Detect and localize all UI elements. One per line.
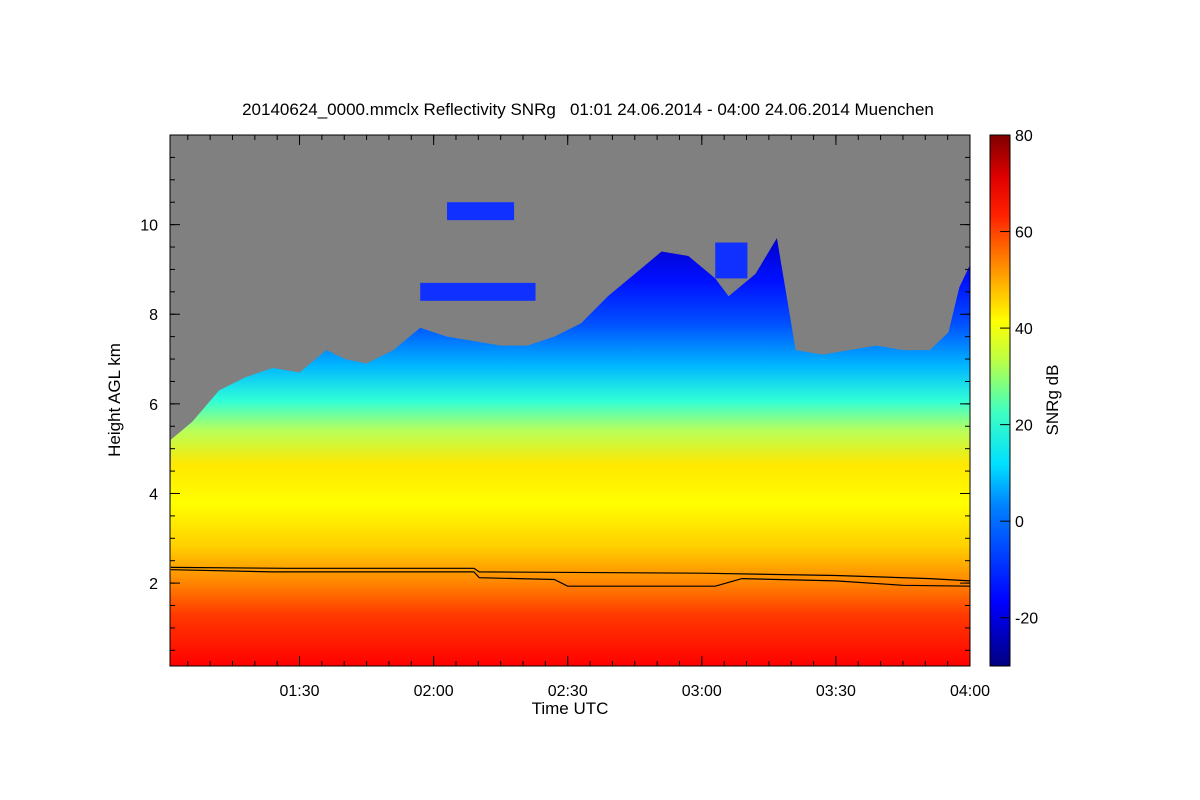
- boundary-layer-line-2: [170, 569, 970, 587]
- colorbar-tick-label: 40: [1015, 321, 1033, 338]
- y-axis-label: Height AGL km: [105, 343, 124, 457]
- colorbar-tick-label: -20: [1015, 611, 1038, 628]
- colorbar-label: SNRg dB: [1043, 365, 1062, 436]
- colorbar-tick-label: 20: [1015, 418, 1033, 435]
- y-tick-label: 2: [149, 576, 158, 593]
- x-tick-label: 01:30: [280, 683, 320, 700]
- y-tick-label: 10: [140, 218, 158, 235]
- colorbar-tick-label: 80: [1015, 128, 1033, 145]
- y-tick-label: 6: [149, 397, 158, 414]
- x-tick-label: 02:30: [548, 683, 588, 700]
- plot-frame: [169, 134, 971, 667]
- chart-title: 20140624_0000.mmclx Reflectivity SNRg 01…: [242, 100, 934, 119]
- colorbar-ticks: -20 0 20 40 60 80: [1000, 128, 1038, 628]
- echo-patch-2: [715, 242, 748, 279]
- x-axis-label: Time UTC: [532, 699, 609, 718]
- y-tick-label: 4: [149, 486, 158, 503]
- x-axis: 01:30 02:00 02:30 03:00 03:30 04:00: [187, 135, 990, 700]
- x-tick-label: 04:00: [950, 683, 990, 700]
- x-tick-label: 02:00: [414, 683, 454, 700]
- y-axis: 2 4 6 8 10: [140, 134, 970, 651]
- y-tick-label: 8: [149, 307, 158, 324]
- echo-patch-0: [447, 202, 515, 221]
- colorbar-tick-label: 0: [1015, 514, 1024, 531]
- echo-patches: [420, 202, 748, 301]
- x-tick-label: 03:00: [682, 683, 722, 700]
- colorbar-tick-label: 60: [1015, 225, 1033, 242]
- boundary-layer-line-1: [170, 566, 970, 582]
- colorbar: [989, 134, 1011, 667]
- echo-patch-1: [420, 282, 536, 301]
- x-tick-label: 03:30: [816, 683, 856, 700]
- plot-area: [170, 135, 970, 666]
- radar-echo-area: [170, 238, 970, 666]
